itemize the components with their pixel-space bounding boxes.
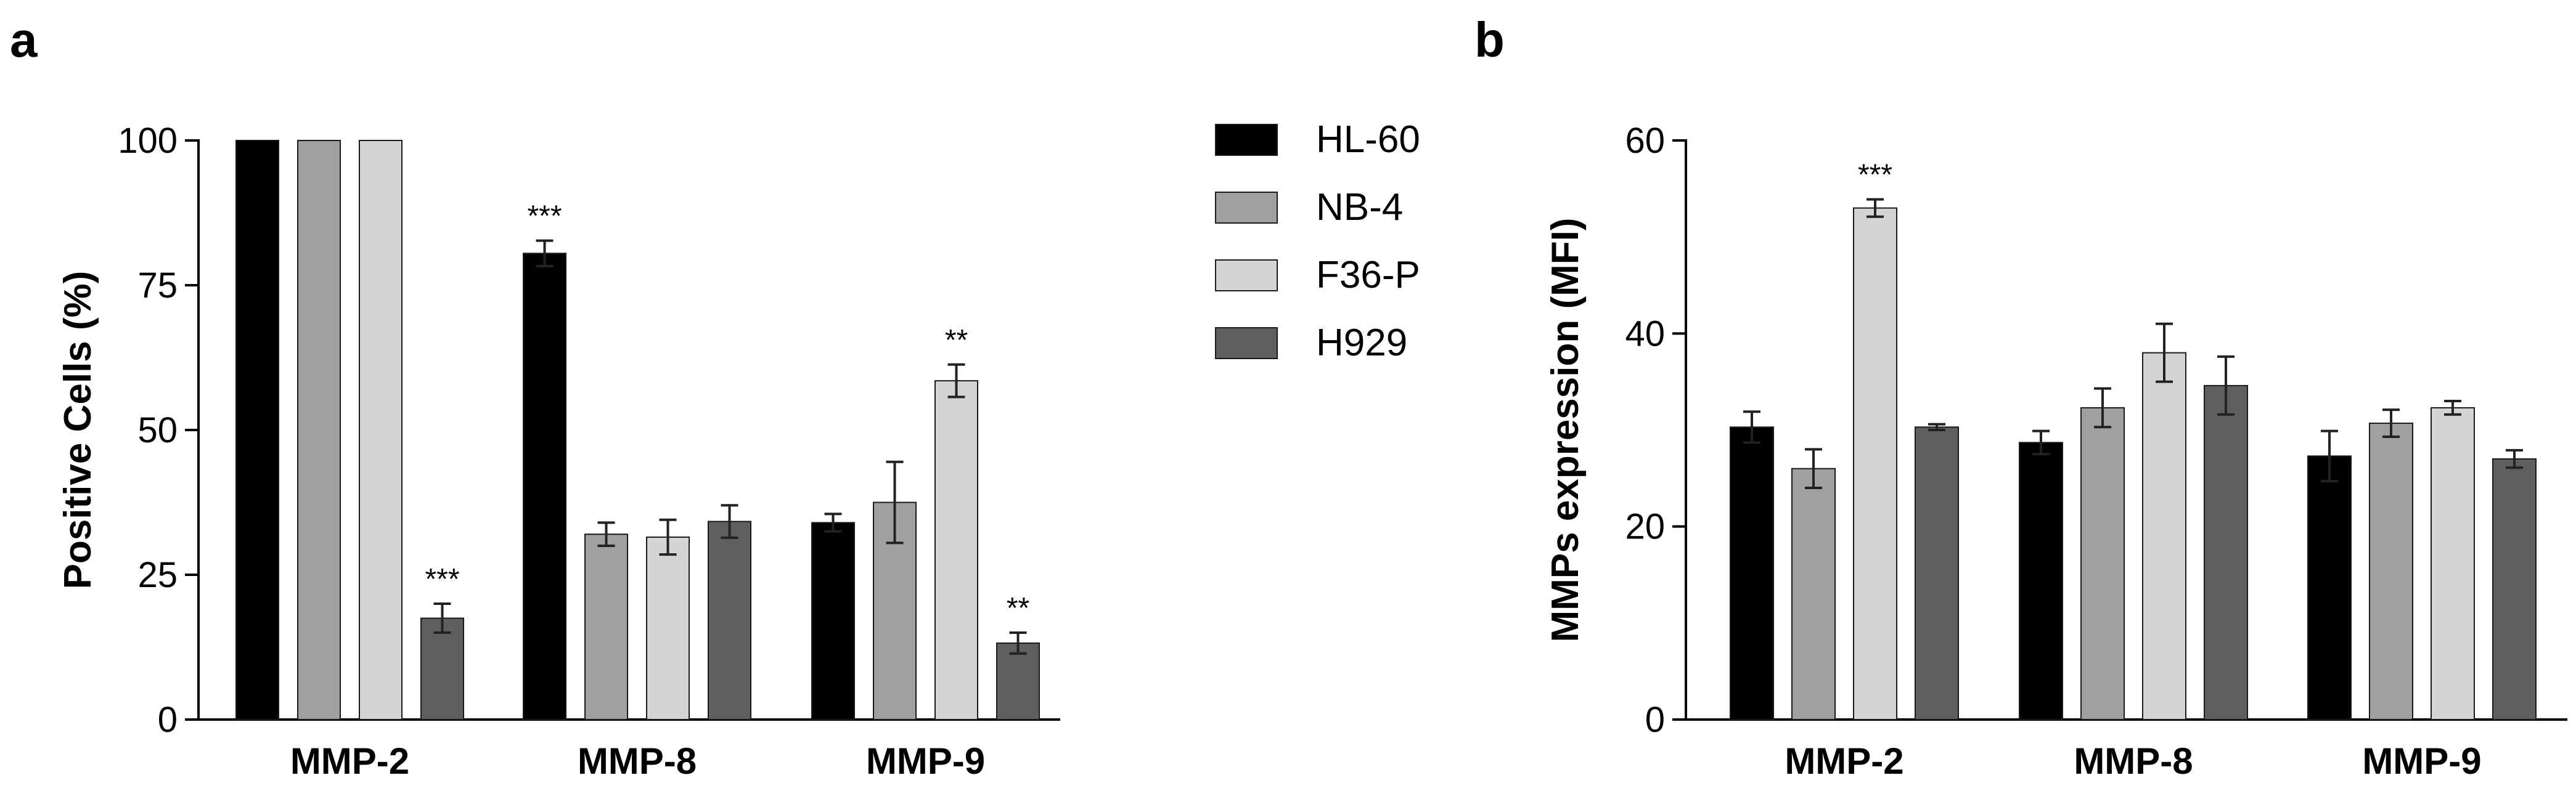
legend-label: H929: [1316, 322, 1407, 364]
bar-h929-mmp-9: [2492, 458, 2537, 720]
chart-a: 0 25 50 75 100 Positive Cells (%) *** MMP-2 *** M…: [57, 121, 1060, 782]
y-axis-title: Positive Cells (%): [57, 271, 99, 590]
legend-label: F36-P: [1316, 254, 1420, 296]
x-category-label: MMP-8: [2074, 740, 2193, 782]
legend: HL-60 NB-4 F36-P H929: [1215, 118, 1420, 364]
bar-hl-60-mmp-2: [1730, 426, 1774, 720]
y-tick-label: 100: [118, 121, 178, 161]
y-tick-label: 60: [1625, 121, 1665, 161]
legend-swatch-hl-60: [1215, 124, 1278, 156]
bar-h929-mmp-2: [420, 617, 464, 720]
bar-nb-4-mmp-2: [297, 140, 341, 720]
legend-swatch-f36-p: [1215, 259, 1278, 291]
y-axis-title: MMPs expression (MFI): [1544, 218, 1587, 643]
x-category-label: MMP-9: [2362, 740, 2481, 782]
y-tick-label: 40: [1625, 314, 1665, 354]
bar-hl-60-mmp-9: [811, 522, 855, 721]
bar-nb-4-mmp-8: [2080, 407, 2125, 720]
bar-f36-p-mmp-9: [934, 380, 978, 720]
bar-h929-mmp-8: [2204, 384, 2248, 720]
bar-h929-mmp-8: [708, 521, 751, 721]
x-category-label: MMP-2: [290, 740, 409, 782]
significance-label: ***: [527, 200, 562, 233]
significance-label: **: [1007, 592, 1029, 625]
bar-nb-4-mmp-2: [1791, 468, 1836, 721]
panel-label-a: a: [10, 12, 38, 67]
legend-label: NB-4: [1316, 186, 1403, 229]
significance-label: ***: [425, 563, 459, 596]
bar-hl-60-mmp-2: [235, 140, 279, 720]
bar-f36-p-mmp-8: [646, 536, 690, 721]
bar-hl-60-mmp-8: [523, 253, 566, 720]
bar-nb-4-mmp-8: [584, 533, 628, 720]
bar-f36-p-mmp-9: [2431, 407, 2475, 720]
y-tick-label: 0: [1645, 700, 1665, 740]
x-category-label: MMP-9: [866, 740, 985, 782]
x-category-label: MMP-8: [578, 740, 697, 782]
y-tick-label: 25: [137, 555, 178, 595]
panel-label-b: b: [1474, 12, 1505, 67]
significance-label: **: [945, 324, 968, 357]
chart-b: 0 20 40 60 MMPs expression (MFI) *** MMP-2 MMP-…: [1544, 121, 2567, 782]
bar-f36-p-mmp-2: [1853, 207, 1897, 720]
significance-label: ***: [1858, 159, 1892, 192]
y-tick-label: 50: [137, 410, 178, 450]
bar-f36-p-mmp-2: [359, 140, 403, 720]
legend-swatch-nb-4: [1215, 192, 1278, 224]
bar-hl-60-mmp-8: [2019, 442, 2063, 720]
bar-h929-mmp-9: [996, 642, 1040, 721]
y-tick-label: 0: [158, 700, 178, 740]
bar-f36-p-mmp-8: [2142, 352, 2186, 720]
bar-h929-mmp-2: [1915, 426, 1959, 720]
y-tick-label: 20: [1625, 507, 1665, 547]
bar-nb-4-mmp-9: [2369, 423, 2413, 720]
x-category-label: MMP-2: [1785, 740, 1903, 782]
y-tick-label: 75: [137, 266, 178, 306]
bar-hl-60-mmp-9: [2307, 455, 2352, 720]
legend-label: HL-60: [1316, 118, 1420, 161]
legend-swatch-h929: [1215, 327, 1278, 359]
